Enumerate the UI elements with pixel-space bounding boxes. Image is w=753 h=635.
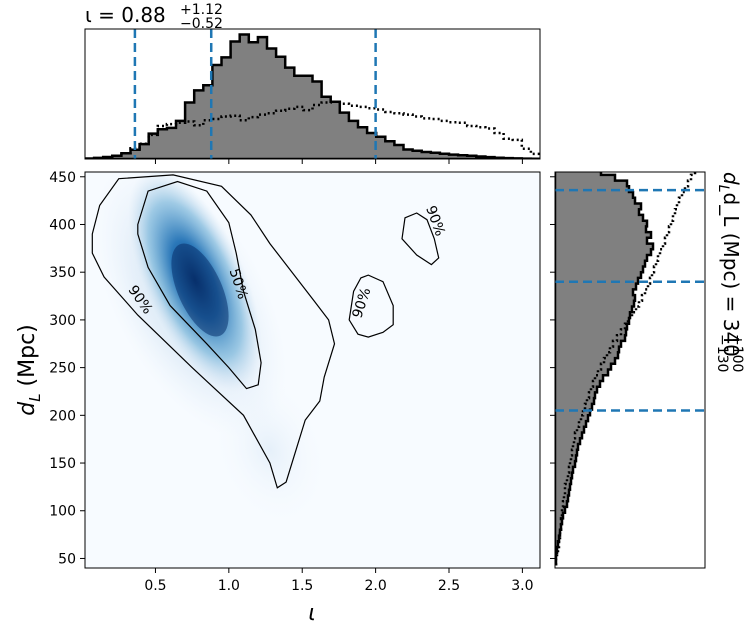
top-frame: [84, 28, 541, 160]
top-marginal-panel: ι = 0.88 +1.12 −0.52: [84, 2, 541, 164]
right-axis-label: dLd_L (Mpc) = 340: [715, 172, 743, 357]
x-tick-label: 3.0: [511, 578, 533, 594]
y-tick-label: 400: [49, 217, 76, 233]
top-title-upper-error: +1.12: [180, 2, 223, 18]
y-tick-label: 50: [58, 551, 76, 567]
contour-line: [348, 274, 394, 338]
svg-text:dL (Mpc): dL (Mpc): [15, 324, 44, 416]
joint-density-panel: 90% 50%90%90% 0.5 1.0 1.5 2.0 2.5 3.0 50100150…: [15, 170, 541, 626]
contour-line: [91, 174, 336, 489]
right-frame: [554, 171, 706, 569]
contour-line: [401, 212, 440, 266]
top-title-lower-error: −0.52: [180, 16, 223, 32]
right-quantile-lines: [555, 188, 705, 412]
x-tick-label: 0.5: [144, 578, 166, 594]
top-x-ticks: [154, 159, 523, 164]
y-tick-label: 350: [49, 265, 76, 281]
contour-line: [137, 180, 262, 390]
y-tick-label: 100: [49, 504, 76, 520]
top-filled-histogram: [85, 33, 540, 159]
right-prior-histogram: [555, 172, 697, 566]
x-tick-label: 2.5: [438, 578, 460, 594]
top-prior-histogram: [85, 100, 540, 159]
y-axis-ticks: 50 100 150 200 250 300 350 400 450: [49, 170, 85, 567]
right-label-lower-error: −130: [714, 334, 730, 372]
y-tick-label: 450: [49, 170, 76, 186]
joint-frame: [84, 171, 541, 569]
y-tick-label: 150: [49, 456, 76, 472]
x-tick-label: 1.0: [218, 578, 240, 594]
right-label-upper-error: +100: [729, 334, 745, 372]
density-peak: [171, 243, 229, 337]
top-quantile-lines: [133, 29, 377, 159]
y-axis-label: dL (Mpc): [15, 324, 44, 416]
right-marginal-panel: dLd_L (Mpc) = 340 +100 −130: [550, 171, 745, 569]
x-tick-label: 2.0: [364, 578, 386, 594]
x-tick-label: 1.5: [291, 578, 313, 594]
x-axis-ticks: 0.5 1.0 1.5 2.0 2.5 3.0: [144, 568, 534, 594]
y-tick-label: 300: [49, 313, 76, 329]
y-tick-label: 200: [49, 408, 76, 424]
svg-text:dLd_L (Mpc) = 340: dLd_L (Mpc) = 340: [715, 172, 743, 357]
top-title: ι = 0.88: [85, 3, 166, 27]
y-tick-label: 250: [49, 361, 76, 377]
right-y-ticks: [550, 176, 555, 559]
right-filled-histogram: [555, 172, 655, 566]
x-axis-label: ι: [308, 601, 315, 626]
